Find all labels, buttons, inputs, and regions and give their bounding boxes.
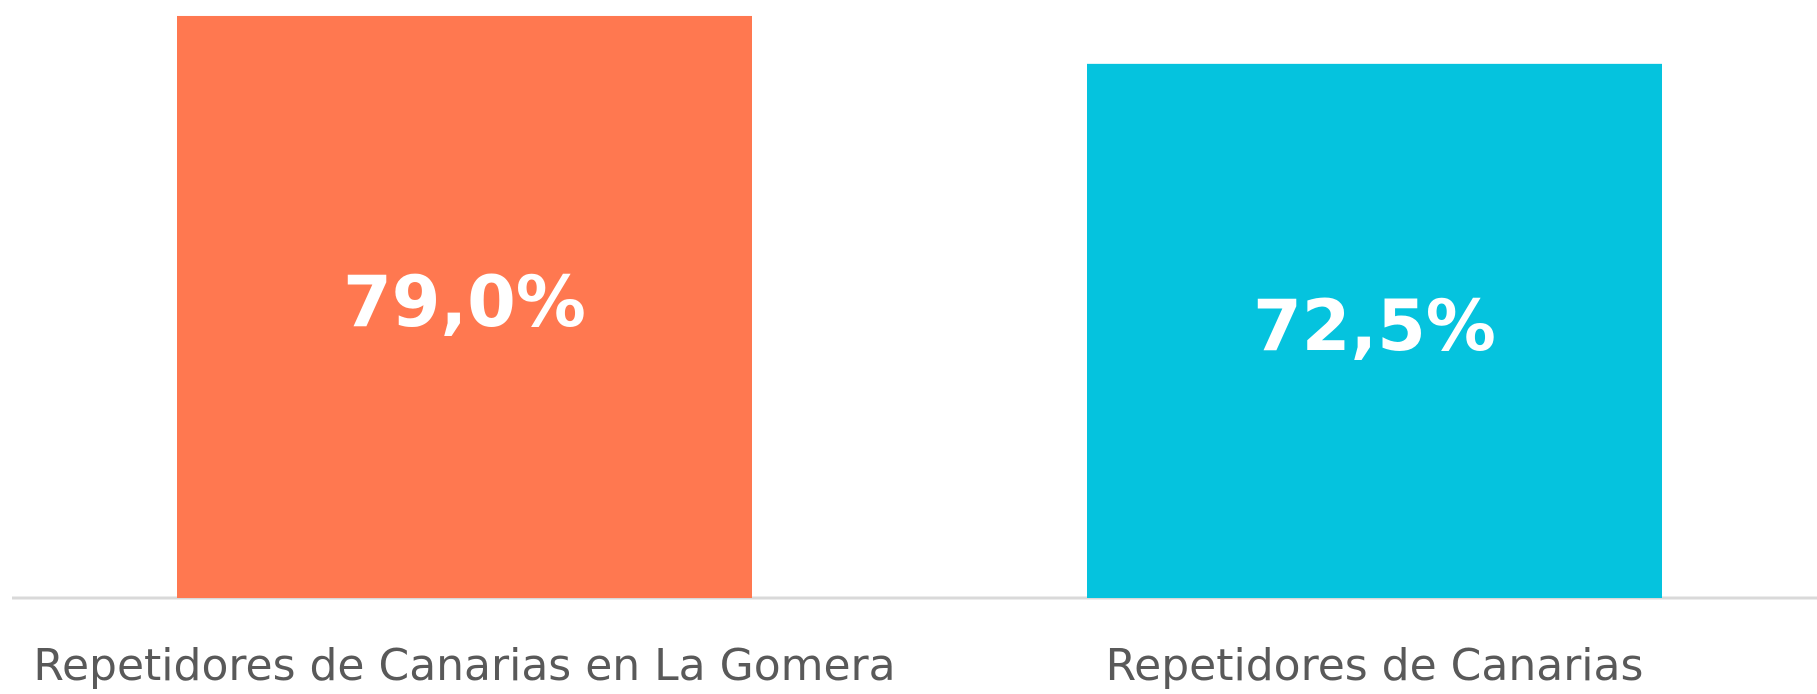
bar xyxy=(1087,63,1662,598)
category-label: Repetidores de Canarias en La Gomera xyxy=(33,640,895,691)
bar xyxy=(177,15,752,598)
category-label: Repetidores de Canarias xyxy=(1106,640,1644,691)
value-label: 79,0% xyxy=(343,261,586,343)
value-label: 72,5% xyxy=(1253,285,1496,367)
